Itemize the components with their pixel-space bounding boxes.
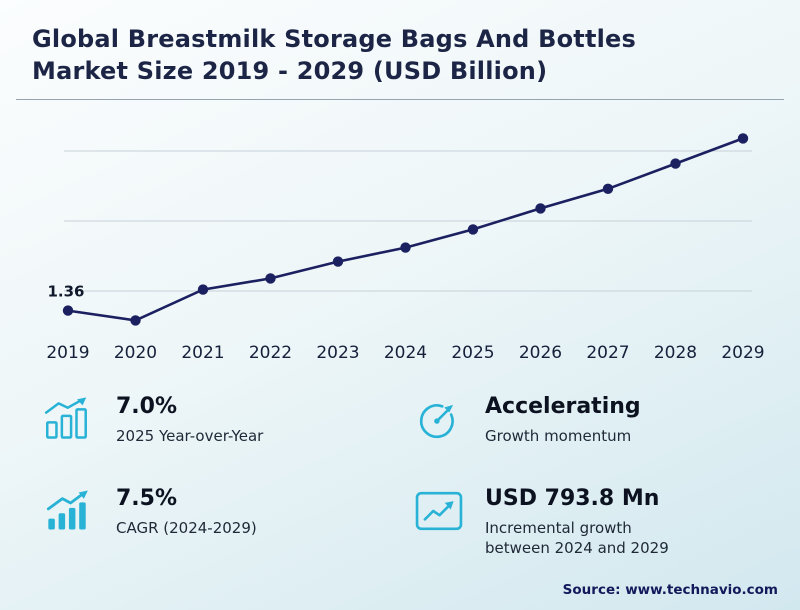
stat-text: 7.5% CAGR (2024-2029) <box>116 486 257 538</box>
stat-cagr: 7.5% CAGR (2024-2029) <box>44 486 403 558</box>
x-axis-label: 2019 <box>46 343 89 363</box>
stats-grid: 7.0% 2025 Year-over-Year Accelerating Gr… <box>0 372 800 558</box>
data-point <box>62 305 74 317</box>
point-value-label: 1.36 <box>47 283 84 301</box>
boxed-trend-arrow-icon <box>413 486 467 538</box>
stat-value: 7.0% <box>116 394 178 420</box>
stat-text: Accelerating Growth momentum <box>485 394 641 446</box>
page-title: Global Breastmilk Storage Bags And Bottl… <box>0 0 800 87</box>
market-size-line-chart: 1.36 2019 2020 2021 2022 2023 2024 2025 2026 2027… <box>46 133 765 363</box>
data-point <box>602 183 614 195</box>
page-title-line1: Global Breastmilk Storage Bags And Bottl… <box>32 25 637 53</box>
x-axis-label: 2022 <box>249 343 292 363</box>
stat-value: USD 793.8 Mn <box>485 486 660 512</box>
data-point <box>535 203 546 214</box>
x-axis-label: 2026 <box>519 343 562 363</box>
stat-label: Incremental growth between 2024 and 2029 <box>485 518 669 557</box>
data-point <box>737 133 749 144</box>
gauge-icon <box>413 394 467 446</box>
page-title-line2: Market Size 2019 - 2029 (USD Billion) <box>32 56 548 85</box>
data-point <box>670 158 681 170</box>
x-axis-label: 2024 <box>384 343 427 363</box>
data-point <box>400 242 411 254</box>
market-size-line <box>67 137 744 323</box>
x-axis-label: 2028 <box>654 343 697 363</box>
data-point <box>130 315 141 326</box>
stat-text: 7.0% 2025 Year-over-Year <box>116 394 263 446</box>
source-credit: Source: www.technavio.com <box>562 582 778 598</box>
stat-label: Growth momentum <box>485 426 632 445</box>
chart-area: 1.36 2019 2020 2021 2022 2023 2024 2025 2026 2027… <box>20 106 800 372</box>
title-divider <box>16 99 784 101</box>
stat-label: 2025 Year-over-Year <box>116 426 264 445</box>
x-axis-label: 2023 <box>316 343 359 363</box>
stat-growth-momentum: Accelerating Growth momentum <box>413 394 772 446</box>
data-point <box>332 256 344 268</box>
x-axis-label: 2029 <box>721 343 764 363</box>
x-axis-label: 2021 <box>181 343 224 363</box>
stat-year-over-year: 7.0% 2025 Year-over-Year <box>44 394 403 446</box>
stat-incremental-growth: USD 793.8 Mn Incremental growth between … <box>413 486 772 558</box>
stat-value: Accelerating <box>485 394 641 420</box>
data-point <box>197 284 209 296</box>
x-axis-label: 2025 <box>451 343 494 363</box>
x-axis-label: 2020 <box>114 343 157 363</box>
bar-chart-growth-icon <box>44 394 98 444</box>
data-point <box>265 273 276 284</box>
x-axis-label: 2027 <box>586 343 629 363</box>
stat-text: USD 793.8 Mn Incremental growth between … <box>485 486 675 558</box>
data-point <box>467 224 479 235</box>
stat-label: CAGR (2024-2029) <box>116 518 257 537</box>
bars-up-arrow-icon <box>44 486 98 536</box>
stat-value: 7.5% <box>116 486 178 512</box>
